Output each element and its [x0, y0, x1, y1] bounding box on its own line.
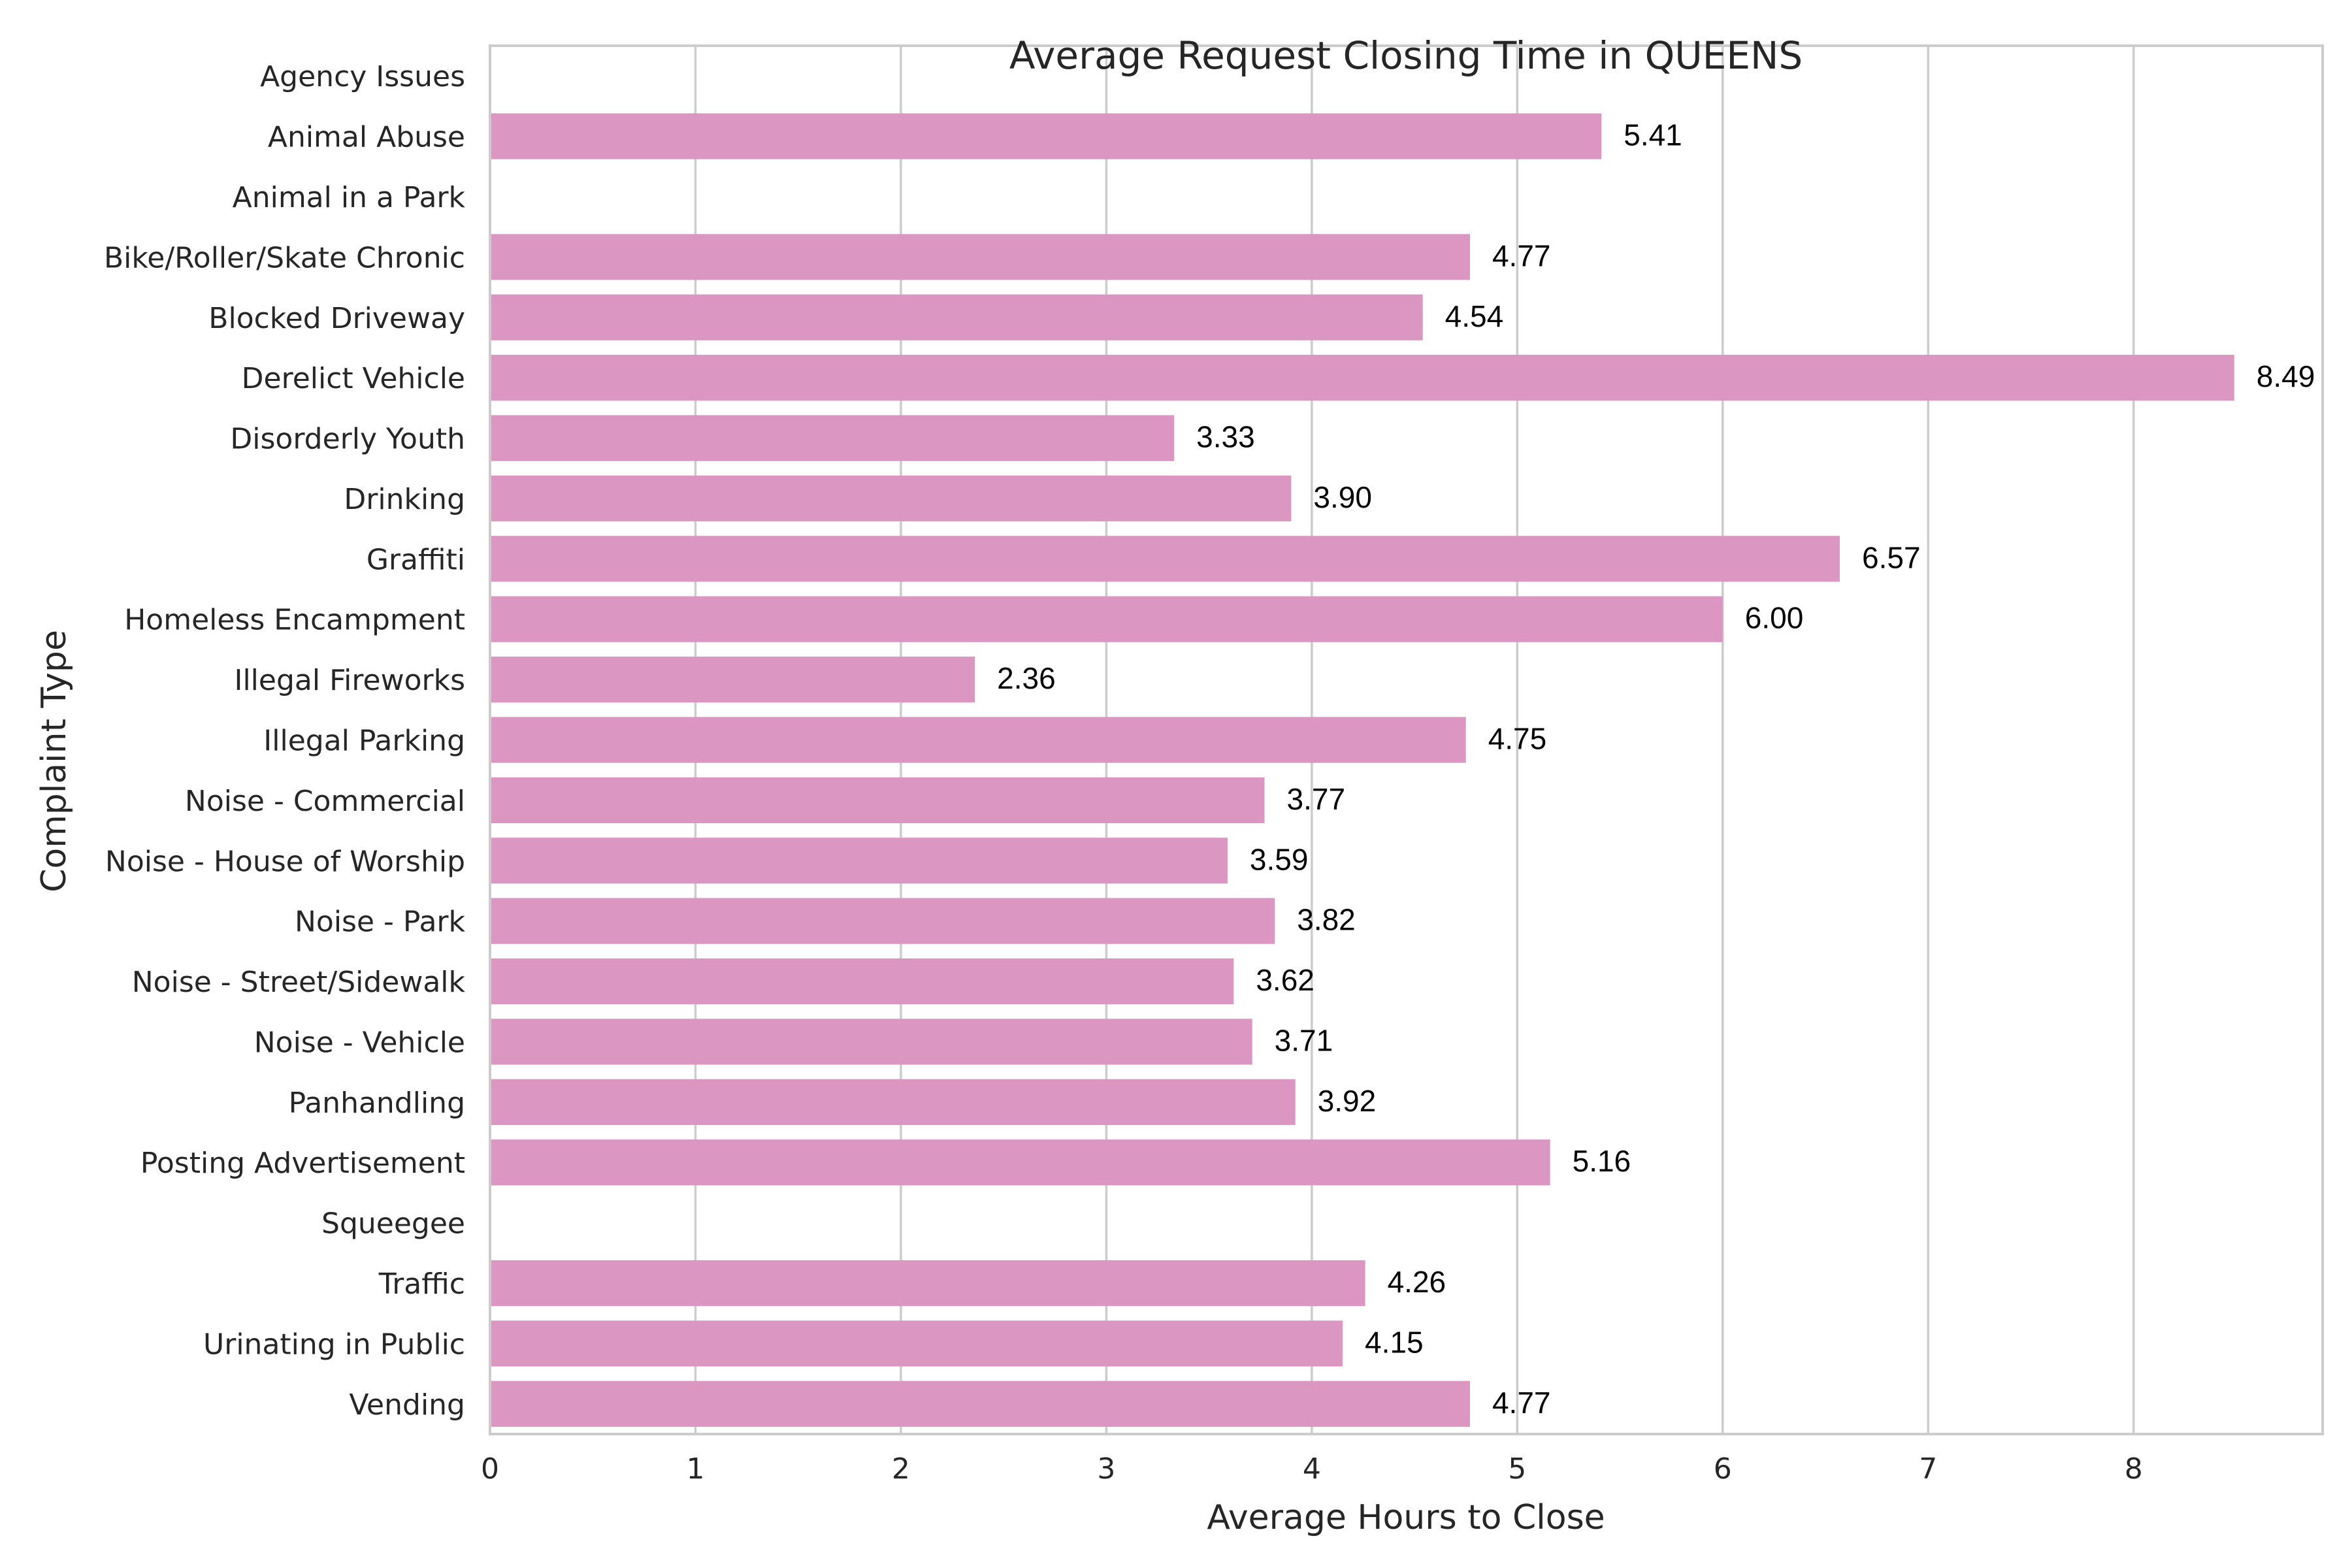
x-tick-label: 8 [2125, 1452, 2143, 1486]
y-tick-label: Graffiti [367, 543, 465, 576]
x-tick-label: 2 [892, 1452, 910, 1486]
bar [490, 838, 1228, 884]
data-label: 3.92 [1318, 1084, 1377, 1118]
bar [490, 536, 1840, 582]
data-label: 3.62 [1256, 963, 1315, 997]
y-tick-label: Illegal Parking [263, 725, 465, 758]
x-axis-label: Average Hours to Close [1207, 1498, 1605, 1537]
data-label: 4.26 [1388, 1265, 1446, 1299]
chart-title: Average Request Closing Time in QUEENS [1009, 33, 1803, 78]
data-label: 8.49 [2257, 359, 2315, 393]
data-label: 2.36 [997, 661, 1056, 695]
x-tick-label: 6 [1714, 1452, 1732, 1486]
data-label: 3.82 [1297, 903, 1356, 937]
bar [490, 234, 1470, 280]
plot-frame [489, 44, 2324, 1435]
data-label: 3.71 [1275, 1023, 1333, 1057]
y-tick-label: Bike/Roller/Skate Chronic [104, 241, 465, 274]
data-label: 3.77 [1287, 782, 1346, 816]
y-tick-label: Noise - Commercial [185, 785, 465, 818]
data-label: 5.41 [1624, 118, 1682, 152]
y-tick-label: Noise - Street/Sidewalk [132, 966, 466, 999]
y-tick-label: Animal Abuse [268, 121, 465, 154]
data-label: 4.75 [1488, 722, 1547, 756]
y-tick-label: Drinking [344, 483, 465, 516]
data-label: 6.57 [1862, 540, 1921, 574]
x-tick-labels: 0 1 2 3 4 5 6 7 8 [481, 1452, 2143, 1486]
y-tick-labels: Agency Issues Animal Abuse Animal in a Par… [104, 60, 466, 1422]
data-label: 4.15 [1365, 1325, 1424, 1359]
bar [490, 355, 2234, 401]
bar [490, 1079, 1296, 1125]
y-tick-label: Agency Issues [260, 60, 465, 93]
bar [490, 415, 1175, 461]
x-tick-label: 4 [1303, 1452, 1321, 1486]
y-tick-label: Posting Advertisement [140, 1147, 465, 1180]
y-tick-label: Animal in a Park [233, 181, 466, 214]
bar [490, 657, 975, 703]
x-tick-label: 1 [686, 1452, 704, 1486]
bar [490, 596, 1723, 642]
y-tick-label: Squeegee [321, 1207, 465, 1241]
y-tick-label: Derelict Vehicle [242, 362, 465, 395]
y-tick-label: Illegal Fireworks [234, 664, 465, 697]
bar [490, 1380, 1470, 1427]
y-tick-label: Blocked Driveway [208, 302, 465, 335]
bar [490, 294, 1423, 340]
bar [490, 113, 1602, 159]
bar [490, 898, 1275, 944]
bar [490, 1260, 1365, 1307]
bar [490, 1019, 1252, 1065]
data-label: 3.33 [1196, 420, 1255, 454]
y-tick-label: Noise - House of Worship [105, 845, 465, 878]
y-axis-label: Complaint Type [35, 630, 74, 892]
y-tick-label: Disorderly Youth [230, 423, 465, 456]
bar [490, 1139, 1550, 1186]
y-tick-label: Panhandling [289, 1086, 465, 1120]
data-label: 3.90 [1313, 480, 1372, 514]
data-label: 6.00 [1745, 601, 1804, 635]
y-tick-label: Vending [349, 1388, 465, 1422]
bar [490, 958, 1234, 1005]
x-tick-label: 5 [1508, 1452, 1526, 1486]
y-tick-label: Homeless Encampment [124, 604, 465, 637]
x-tick-label: 3 [1097, 1452, 1115, 1486]
data-label: 3.59 [1250, 842, 1309, 876]
y-tick-label: Noise - Park [295, 906, 466, 939]
data-label: 4.77 [1492, 238, 1551, 272]
bars [490, 113, 2234, 1427]
x-tick-label: 7 [1919, 1452, 1937, 1486]
data-label: 5.16 [1573, 1144, 1631, 1178]
y-tick-label: Urinating in Public [203, 1328, 465, 1361]
data-label: 4.54 [1445, 299, 1504, 333]
bar [490, 777, 1265, 823]
x-tick-label: 0 [481, 1452, 499, 1486]
data-label: 4.77 [1492, 1386, 1551, 1420]
bar [490, 1320, 1343, 1367]
bar [490, 475, 1292, 522]
data-labels: 5.41 4.77 4.54 8.49 3.33 3.90 6.57 6.00 2.36 4.75… [997, 118, 2315, 1420]
y-tick-label: Traffic [378, 1267, 465, 1301]
bar [490, 717, 1466, 763]
y-tick-label: Noise - Vehicle [254, 1026, 465, 1059]
